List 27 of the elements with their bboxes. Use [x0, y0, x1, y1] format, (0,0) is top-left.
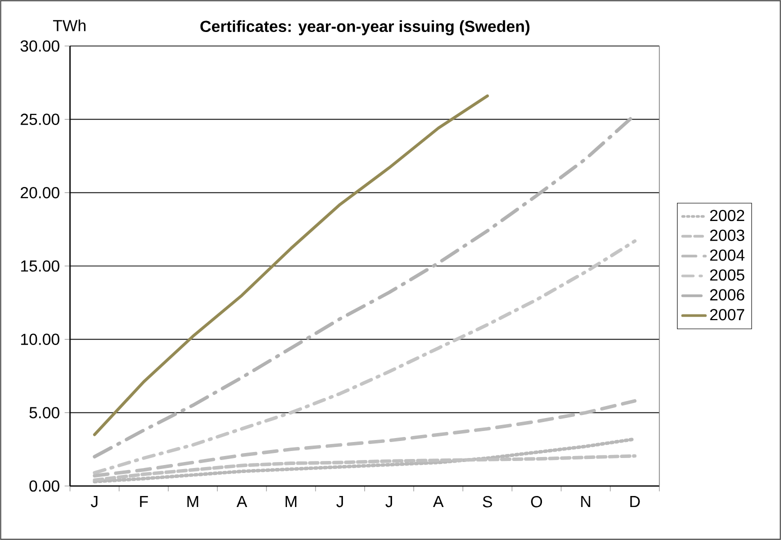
- legend-label: 2005: [710, 269, 744, 281]
- y-tick-label: 10.00: [21, 334, 60, 345]
- legend-label: 2004: [710, 250, 744, 261]
- x-tick-label: M: [286, 496, 296, 508]
- x-tick-label: J: [336, 496, 343, 508]
- legend-label: 2006: [710, 289, 744, 300]
- y-tick-label: 20.00: [20, 187, 60, 198]
- x-tick-label: S: [482, 496, 492, 508]
- x-tick-label: D: [630, 496, 640, 508]
- legend-label: 2002: [710, 210, 744, 222]
- x-tick-label: O: [531, 496, 542, 508]
- y-tick-label: 5.00: [29, 407, 60, 418]
- chart-title: Certificates: year-on-year issuing (Sweden): [200, 20, 530, 36]
- y-tick-label: 15.00: [21, 260, 60, 272]
- x-tick-label: M: [187, 496, 198, 508]
- x-tick-label: J: [385, 496, 392, 508]
- y-axis-title: TWh: [53, 20, 86, 32]
- x-tick-label: A: [236, 496, 248, 508]
- legend-label: 2007: [710, 309, 744, 320]
- x-tick-label: J: [90, 496, 98, 508]
- y-tick-label: 30.00: [20, 40, 60, 52]
- y-tick-label: 25.00: [20, 114, 60, 125]
- x-tick-label: N: [581, 496, 590, 508]
- legend-label: 2003: [710, 230, 744, 241]
- y-tick-label: 0.00: [29, 480, 60, 492]
- x-tick-label: A: [433, 496, 444, 508]
- x-tick-label: F: [140, 496, 148, 508]
